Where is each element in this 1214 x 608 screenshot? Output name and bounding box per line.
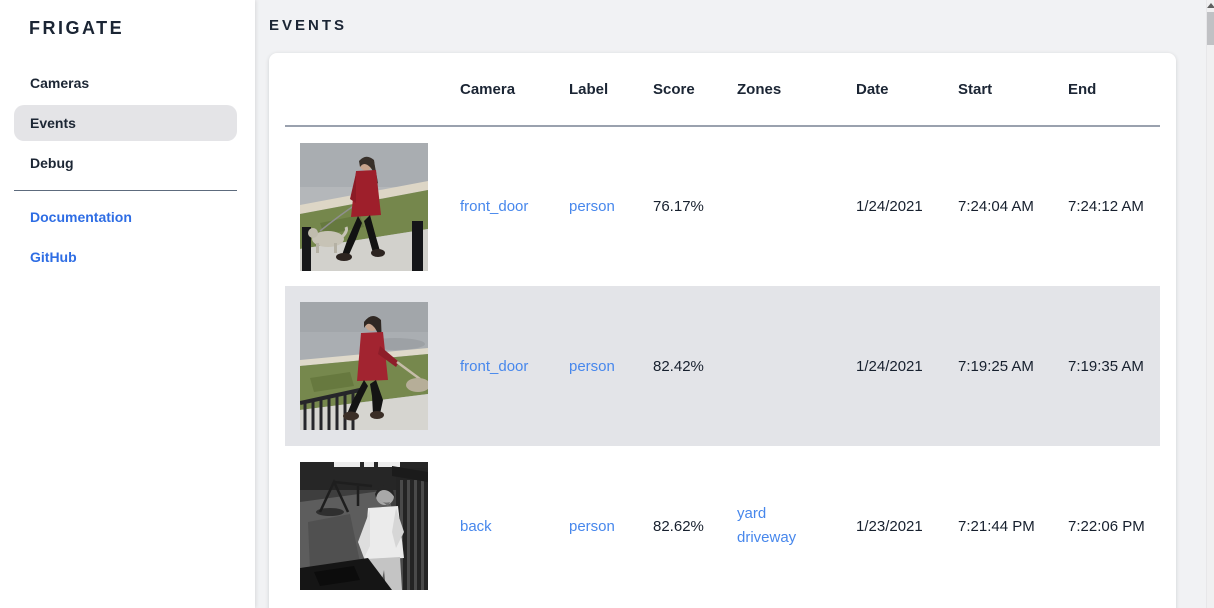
sidebar-item-cameras[interactable]: Cameras bbox=[30, 75, 90, 91]
score-cell: 76.17% bbox=[653, 126, 737, 286]
column-header-zones: Zones bbox=[737, 53, 856, 127]
sidebar-item-debug[interactable]: Debug bbox=[30, 155, 74, 171]
person-in-red-coat-walking-dog-thumbnail[interactable] bbox=[300, 142, 428, 271]
start-cell: 7:21:44 PM bbox=[958, 446, 1068, 606]
column-header-start: Start bbox=[958, 53, 1068, 127]
sidebar-link-documentation[interactable]: Documentation bbox=[30, 209, 132, 225]
scrollbar-thumb[interactable] bbox=[1207, 12, 1214, 45]
sidebar-item-events[interactable]: Events bbox=[14, 105, 237, 141]
event-thumbnail-cell bbox=[285, 126, 460, 286]
zones-cell bbox=[737, 126, 856, 286]
zones-cell: yard driveway bbox=[737, 446, 856, 606]
column-header-score: Score bbox=[653, 53, 737, 127]
score-cell: 82.42% bbox=[653, 286, 737, 446]
start-time-value: 7:21:44 PM bbox=[958, 517, 1035, 535]
end-cell: 7:24:12 AM bbox=[1068, 126, 1160, 286]
label-link[interactable]: person bbox=[569, 517, 615, 535]
events-card: Camera Label Score Zones Date Start End front_… bbox=[269, 53, 1176, 608]
start-time-value: 7:19:25 AM bbox=[958, 357, 1034, 375]
column-header-camera: Camera bbox=[460, 53, 569, 127]
scrollbar-up-arrow-icon[interactable] bbox=[1207, 3, 1214, 8]
zone-link[interactable]: yard bbox=[737, 505, 767, 522]
label-link[interactable]: person bbox=[569, 357, 615, 375]
vertical-scrollbar[interactable] bbox=[1206, 0, 1214, 608]
end-cell: 7:19:35 AM bbox=[1068, 286, 1160, 446]
camera-link[interactable]: back bbox=[460, 517, 492, 535]
zone-link[interactable]: driveway bbox=[737, 529, 797, 546]
camera-link[interactable]: front_door bbox=[460, 198, 529, 215]
camera-cell: front_door bbox=[460, 286, 569, 446]
event-row[interactable]: front_door person 76.17% 1/24/2021 7:24:04 A… bbox=[285, 126, 1160, 286]
score-cell: 82.62% bbox=[653, 446, 737, 606]
end-cell: 7:22:06 PM bbox=[1068, 446, 1160, 606]
date-cell: 1/24/2021 bbox=[856, 286, 958, 446]
score-value: 76.17% bbox=[653, 198, 704, 215]
date-value: 1/24/2021 bbox=[856, 357, 923, 375]
label-link[interactable]: person bbox=[569, 198, 615, 215]
events-table: Camera Label Score Zones Date Start End front_… bbox=[285, 53, 1160, 606]
zones-cell bbox=[737, 286, 856, 446]
column-header-date: Date bbox=[856, 53, 958, 127]
end-time-value: 7:19:35 AM bbox=[1068, 357, 1144, 375]
end-time-value: 7:22:06 PM bbox=[1068, 517, 1145, 535]
score-value: 82.62% bbox=[653, 517, 704, 535]
sidebar-links: Documentation GitHub bbox=[0, 199, 255, 275]
app-title: FRIGATE bbox=[29, 18, 125, 38]
sidebar-divider bbox=[14, 190, 237, 191]
score-value: 82.42% bbox=[653, 357, 704, 375]
event-thumbnail-cell bbox=[285, 446, 460, 606]
date-cell: 1/23/2021 bbox=[856, 446, 958, 606]
label-cell: person bbox=[569, 286, 653, 446]
camera-link[interactable]: front_door bbox=[460, 357, 529, 375]
event-thumbnail-cell bbox=[285, 286, 460, 446]
table-header: Camera Label Score Zones Date Start End bbox=[285, 53, 1160, 127]
column-header-thumbnail bbox=[285, 53, 460, 127]
main-content: EVENTS Camera Label Score Zones Date Start End… bbox=[255, 0, 1206, 608]
end-time-value: 7:24:12 AM bbox=[1068, 198, 1144, 215]
column-header-end: End bbox=[1068, 53, 1160, 127]
camera-cell: back bbox=[460, 446, 569, 606]
label-cell: person bbox=[569, 446, 653, 606]
start-cell: 7:24:04 AM bbox=[958, 126, 1068, 286]
camera-cell: front_door bbox=[460, 126, 569, 286]
person-in-red-hoodie-walking-dog-thumbnail[interactable] bbox=[300, 302, 428, 430]
page-title: EVENTS bbox=[269, 17, 348, 34]
events-table-body: front_door person 76.17% 1/24/2021 7:24:04 A… bbox=[285, 126, 1160, 606]
sidebar-link-github[interactable]: GitHub bbox=[30, 249, 77, 265]
date-value: 1/23/2021 bbox=[856, 517, 923, 535]
label-cell: person bbox=[569, 126, 653, 286]
date-value: 1/24/2021 bbox=[856, 198, 923, 215]
event-row[interactable]: front_door person 82.42% 1/24/2021 7:19:25 A… bbox=[285, 286, 1160, 446]
table-header-row: Camera Label Score Zones Date Start End bbox=[285, 53, 1160, 127]
event-row[interactable]: back person 82.62% yard driveway 1/23/2021 7:2… bbox=[285, 446, 1160, 606]
sidebar-nav: Cameras Events Debug bbox=[0, 65, 255, 181]
date-cell: 1/24/2021 bbox=[856, 126, 958, 286]
person-night-infrared-back-camera-thumbnail[interactable] bbox=[300, 462, 428, 590]
sidebar: FRIGATE Cameras Events Debug Documentation… bbox=[0, 0, 255, 608]
start-cell: 7:19:25 AM bbox=[958, 286, 1068, 446]
start-time-value: 7:24:04 AM bbox=[958, 198, 1034, 215]
column-header-label: Label bbox=[569, 53, 653, 127]
